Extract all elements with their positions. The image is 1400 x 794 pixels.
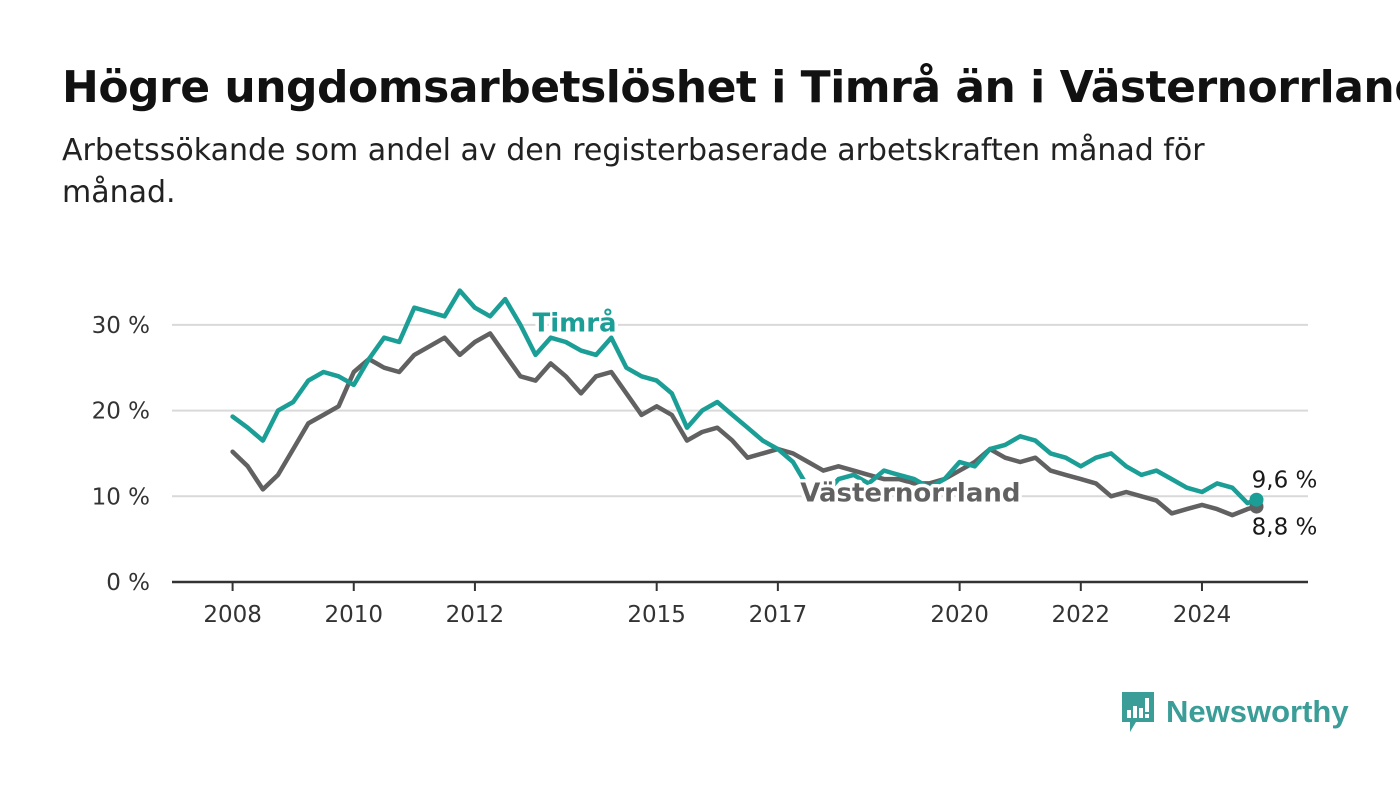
series-label-timra: Timrå <box>532 307 616 339</box>
axes: 0 % 10 % 20 % 30 % 2008 2010 2012 2015 2017 2020 2… <box>92 313 1308 628</box>
series-end-point-timra <box>1249 492 1264 507</box>
x-tick-label: 2017 <box>749 602 808 628</box>
newsworthy-logo-icon <box>1122 692 1154 732</box>
series-label-vasternorrland: Västernorrland <box>800 478 1020 508</box>
series-line-timra <box>230 288 1259 506</box>
brand-name: Newsworthy <box>1166 694 1349 729</box>
end-value-label-vasternorrland: 8,8 % <box>1252 515 1318 541</box>
y-tick-label: 20 % <box>92 399 150 425</box>
newsworthy-brand[interactable]: Newsworthy <box>1120 690 1349 734</box>
x-tick-label: 2022 <box>1052 602 1111 628</box>
chart-title: Högre ungdomsarbetslöshet i Timrå än i V… <box>62 62 1400 113</box>
series-labels: Timrå Västernorrland 9,6 % 8,8 % <box>529 303 1318 541</box>
x-tick-label: 2020 <box>930 602 989 628</box>
x-tick-label: 2015 <box>627 602 686 628</box>
y-tick-label: 10 % <box>92 484 150 510</box>
x-tick-label: 2010 <box>324 602 383 628</box>
y-tick-label: 30 % <box>92 313 150 339</box>
chart-subtitle: Arbetssökande som andel av den registerb… <box>62 133 1205 210</box>
series-line-vasternorrland <box>230 331 1259 518</box>
x-tick-label: 2008 <box>203 602 262 628</box>
series-lines <box>230 288 1264 518</box>
x-tick-label: 2024 <box>1173 602 1232 628</box>
end-value-label-timra: 9,6 % <box>1252 468 1318 494</box>
y-tick-label: 0 % <box>106 570 150 596</box>
x-tick-label: 2012 <box>446 602 505 628</box>
